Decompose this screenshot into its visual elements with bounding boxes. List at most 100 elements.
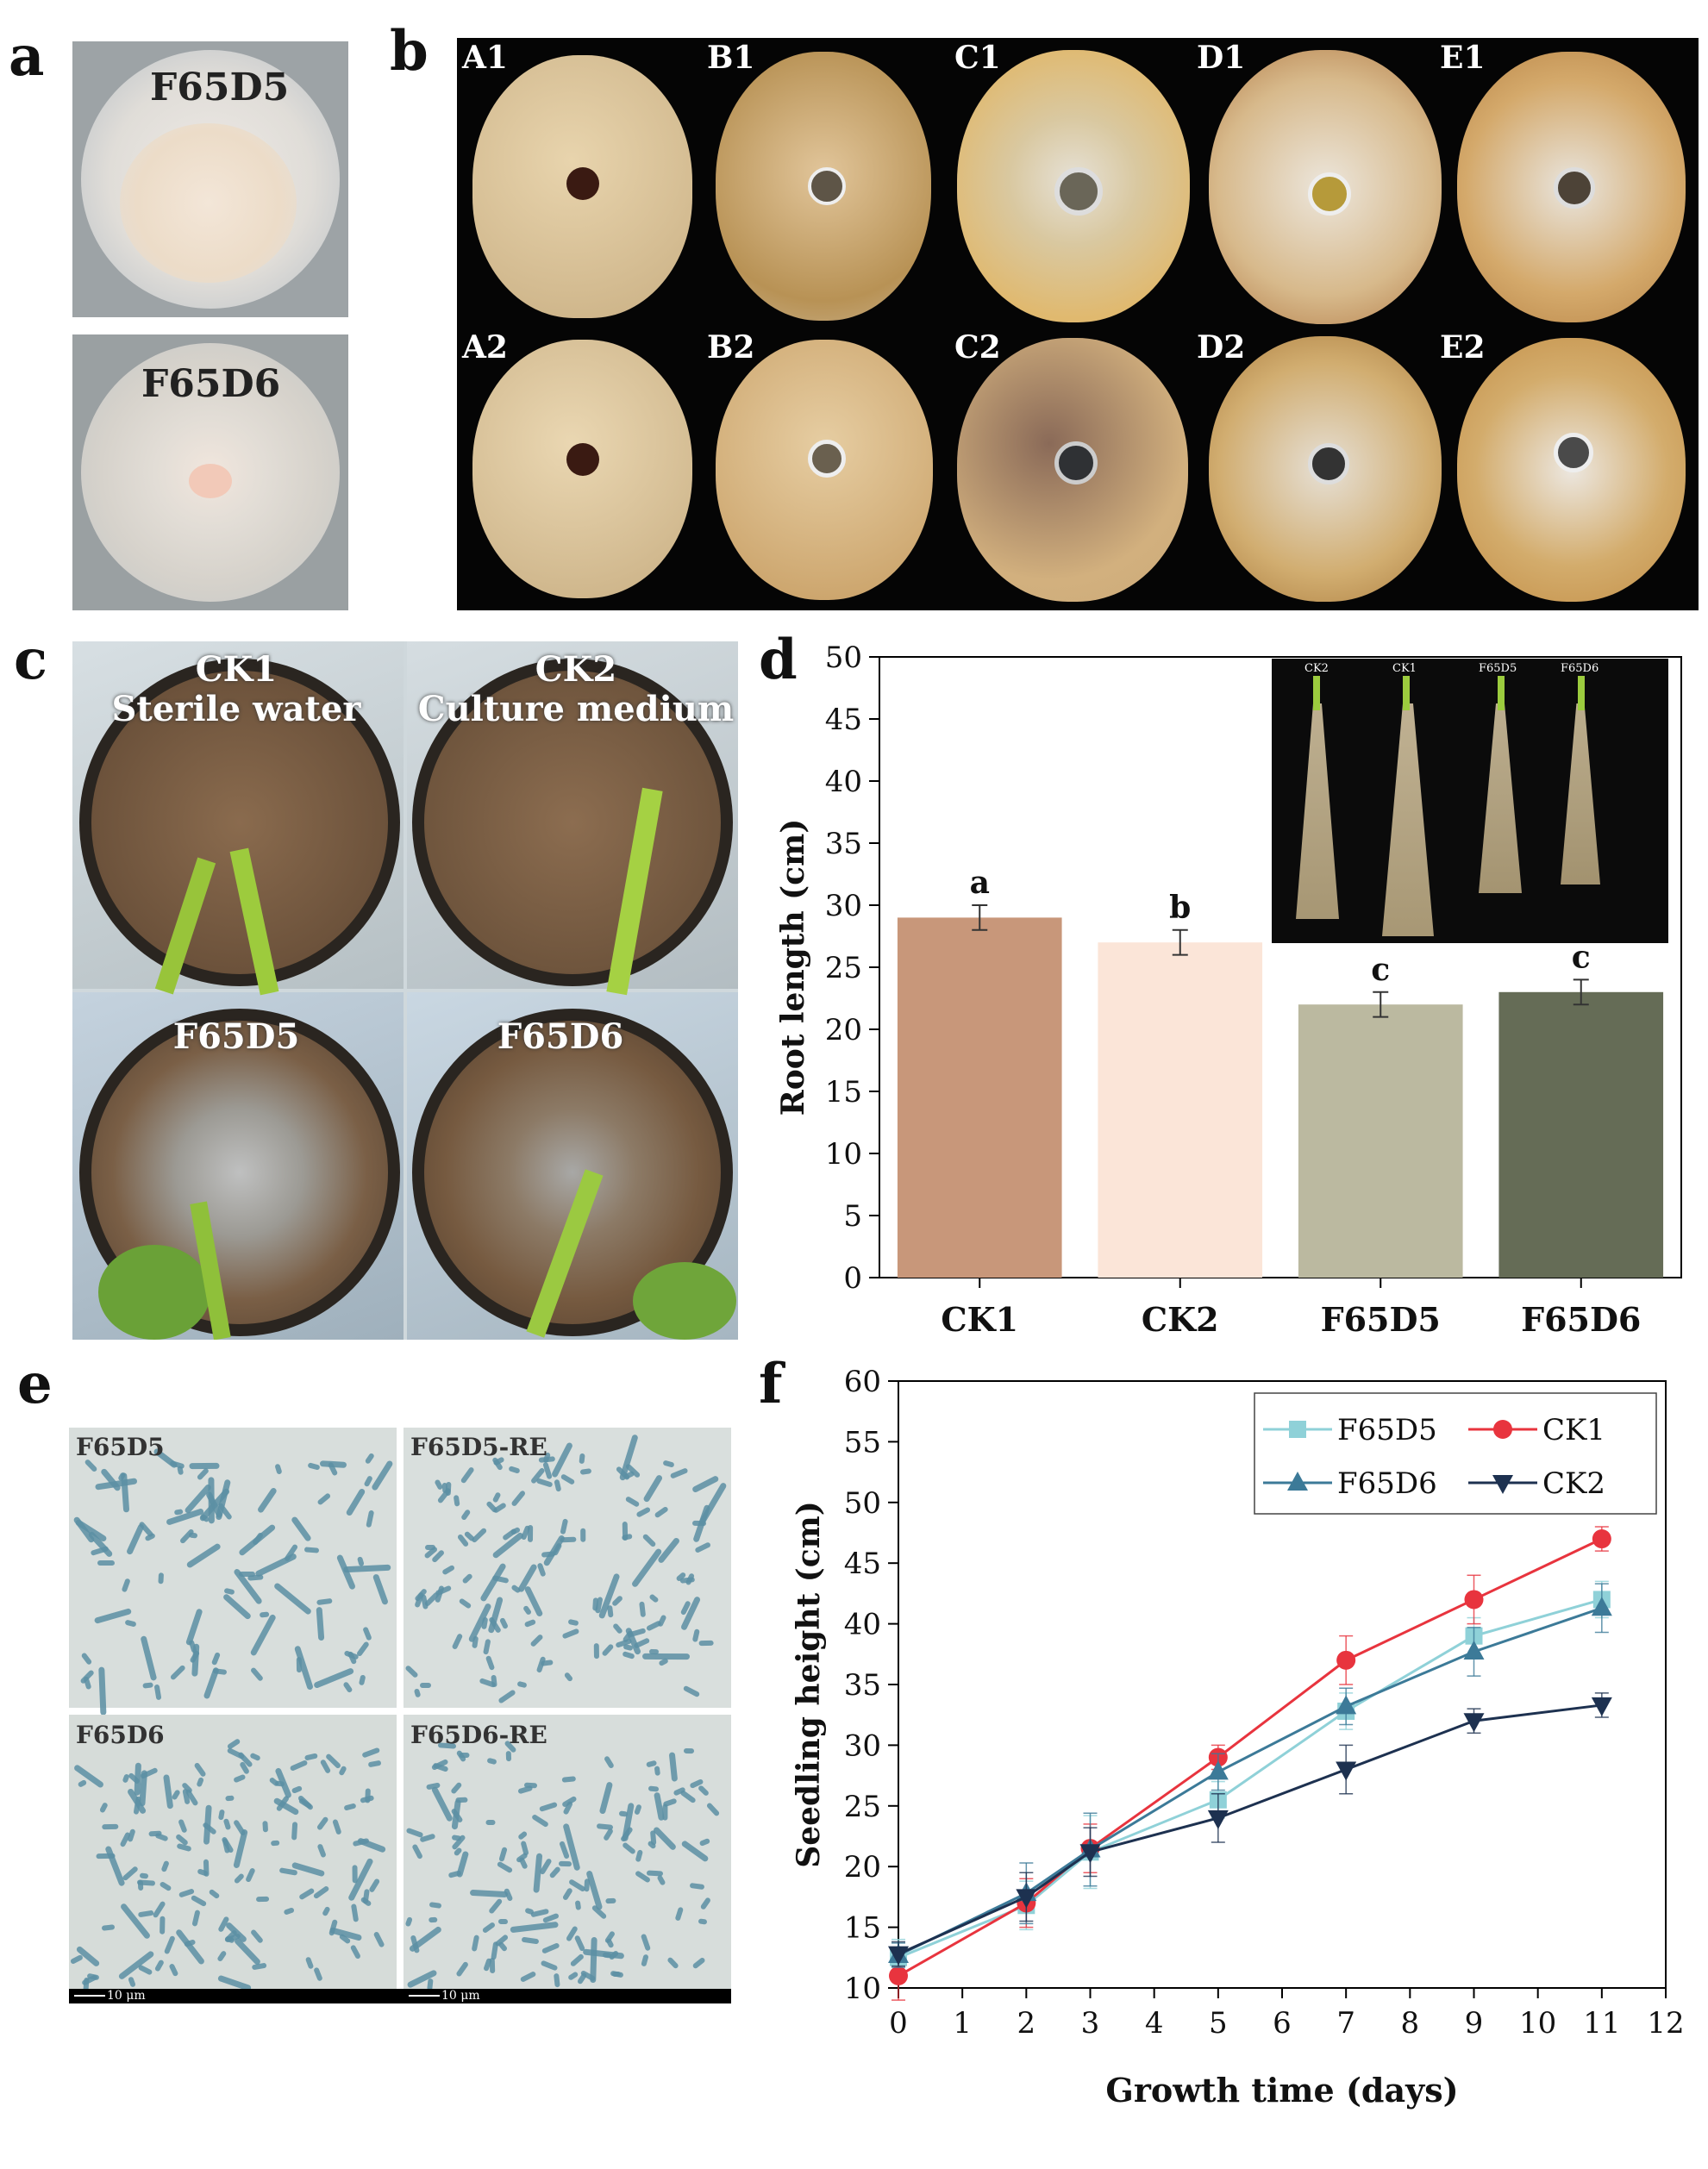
y-axis-label: Seedling height (cm) <box>791 1501 827 1868</box>
conidium-cell <box>705 1801 721 1817</box>
y-tick-label: 20 <box>825 1013 862 1047</box>
conidium-cell <box>605 1937 616 1948</box>
conidium-cell <box>360 1897 372 1908</box>
conidium-cell <box>683 1747 694 1753</box>
conidium-cell <box>303 1547 320 1553</box>
conidium-cell <box>523 1619 536 1628</box>
conidium-cell <box>188 1532 198 1540</box>
conidium-cell <box>96 1853 116 1859</box>
conidium-cell <box>488 1897 504 1915</box>
conidium-cell <box>579 1453 585 1465</box>
panel-d-letter: d <box>759 628 798 692</box>
tuber-label-d1: D1 <box>1197 40 1246 76</box>
conidium-cell <box>535 1478 554 1488</box>
conidium-cell <box>119 1902 152 1941</box>
tuber-label-a2: A2 <box>462 329 508 366</box>
conidium-cell <box>646 1870 663 1877</box>
y-tick-label: 35 <box>844 1668 881 1703</box>
tuber-label-e1: E1 <box>1440 40 1486 76</box>
data-point-f65d6 <box>1207 1760 1229 1780</box>
conidium-cell <box>154 1684 162 1701</box>
conidium-cell <box>196 1777 204 1788</box>
y-tick-label: 15 <box>825 1075 862 1110</box>
conidium-cell <box>622 1651 635 1660</box>
conidium-cell <box>98 1801 109 1814</box>
legend-box <box>1254 1392 1657 1515</box>
x-tick-label: 6 <box>1273 2006 1292 2041</box>
conidium-cell <box>237 1522 277 1557</box>
conidium-cell <box>540 1660 554 1666</box>
conidium-cell <box>140 1635 158 1681</box>
series-line-f65d6 <box>898 1606 1603 1957</box>
tuber-label-c1: C1 <box>954 40 1001 76</box>
legend-marker-ck2 <box>1492 1475 1513 1494</box>
conidium-cell <box>516 1680 528 1689</box>
conidium-cell <box>137 1910 154 1918</box>
conidium-cell <box>249 1666 264 1683</box>
conidium-cell <box>539 1802 559 1813</box>
conidium-cell <box>496 1860 514 1874</box>
tuber-label-a1: A1 <box>462 40 508 76</box>
bar-f65d6 <box>1498 991 1664 1278</box>
bar-f65d5 <box>1298 1004 1463 1278</box>
conidium-cell <box>654 1506 670 1519</box>
pot-label-ck1: CK1 Sterile water <box>111 649 361 729</box>
conidium-cell <box>662 1460 674 1468</box>
conidium-cell <box>291 1821 298 1841</box>
y-tick-label: 15 <box>844 1911 881 1946</box>
legend-marker-f65d5 <box>1289 1421 1306 1438</box>
data-point-ck1 <box>1592 1529 1611 1549</box>
conidium-cell <box>530 1814 549 1828</box>
conidium-cell <box>583 1878 590 1893</box>
scale-bar-label-left: 10 μm <box>107 1989 146 2003</box>
y-tick-label: 10 <box>825 1137 862 1172</box>
conidium-cell <box>303 1753 318 1761</box>
data-point-ck1 <box>889 1966 908 1985</box>
conidium-cell <box>498 1918 509 1925</box>
y-tick-label: 30 <box>825 889 862 923</box>
conidium-cell <box>441 1564 456 1576</box>
x-tick-label: 0 <box>889 2006 908 2041</box>
conidium-cell <box>101 1924 115 1932</box>
significance-letter: a <box>970 865 990 901</box>
conidium-cell <box>355 1640 370 1658</box>
x-tick-label: 12 <box>1647 2006 1684 2041</box>
conidium-cell <box>541 1941 560 1954</box>
conidium-cell <box>69 1953 84 1965</box>
conidium-cell <box>160 1916 166 1935</box>
conidium-cell <box>670 1467 689 1479</box>
legend-marker-ck1 <box>1493 1420 1512 1439</box>
conidium-cell <box>603 1828 615 1842</box>
conidium-cell <box>98 1666 107 1716</box>
x-tick-label: F65D5 <box>1321 1300 1441 1339</box>
conidium-cell <box>567 1618 579 1626</box>
conidium-cell <box>351 1903 360 1922</box>
conidium-cell <box>505 1751 511 1762</box>
conidium-cell <box>249 1928 264 1945</box>
conidium-cell <box>274 1463 283 1475</box>
x-tick-label: F65D6 <box>1521 1300 1641 1339</box>
conidium-cell <box>610 1970 623 1978</box>
legend-marker-f65d6 <box>1287 1472 1308 1491</box>
conidium-cell <box>574 1900 581 1910</box>
conidium-cell <box>691 1628 700 1643</box>
data-point-ck2 <box>888 1946 909 1966</box>
y-tick-label: 40 <box>844 1608 881 1642</box>
x-tick-label: CK2 <box>1142 1300 1219 1339</box>
y-tick-label: 20 <box>844 1850 881 1885</box>
conidium-cell <box>634 1803 643 1816</box>
conidium-cell <box>529 1634 544 1648</box>
panel-a-letter: a <box>9 24 45 89</box>
data-point-f65d6 <box>1463 1640 1485 1660</box>
conidium-cell <box>101 1824 119 1830</box>
data-point-ck2 <box>1336 1761 1357 1781</box>
conidium-cell <box>290 1516 312 1543</box>
conidium-cell <box>611 1622 623 1635</box>
micrograph-label-f65d5-re: F65D5-RE <box>410 1433 547 1461</box>
conidium-cell <box>485 1654 496 1671</box>
inset-label-ck2: CK2 <box>1304 662 1329 675</box>
significance-letter: b <box>1169 890 1191 926</box>
micrograph-label-f65d5: F65D5 <box>76 1433 165 1461</box>
conidium-cell <box>177 1818 188 1833</box>
conidium-cell <box>590 1936 597 1983</box>
